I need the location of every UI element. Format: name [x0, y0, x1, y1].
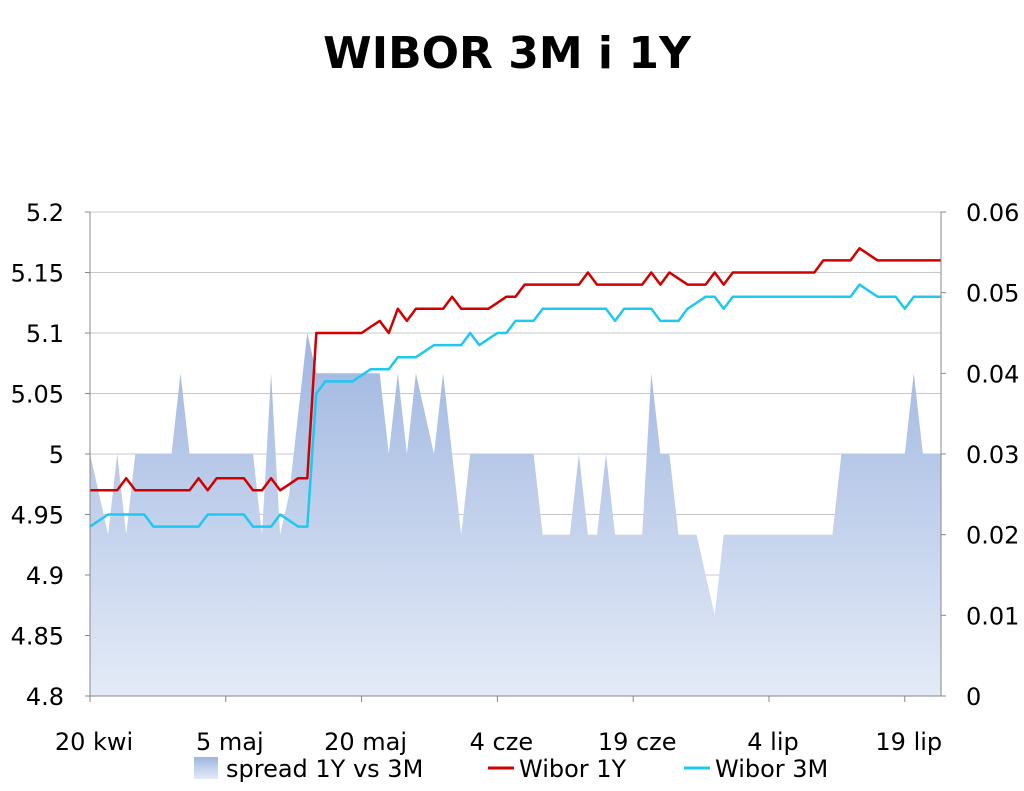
x-tick-label: 19 lip — [875, 728, 942, 756]
x-tick-label: 20 maj — [324, 728, 407, 756]
x-tick-label: 5 maj — [196, 728, 264, 756]
legend-spread-swatch — [194, 757, 218, 779]
line-layer — [89, 247, 941, 528]
x-tick-label: 4 lip — [747, 728, 798, 756]
legend: spread 1Y vs 3M Wibor 1Y Wibor 3M — [194, 755, 828, 783]
chart-title: WIBOR 3M i 1Y — [323, 28, 691, 79]
y-right-tick-label: 0.04 — [966, 360, 1019, 388]
legend-wibor-1y-label: Wibor 1Y — [519, 755, 627, 783]
y-right-tick-label: 0.02 — [966, 522, 1019, 550]
y-left-tick-label: 5.1 — [26, 320, 64, 348]
y-left-tick-label: 5.2 — [26, 199, 64, 227]
y-right-tick-label: 0 — [966, 683, 981, 711]
x-tick-label: 4 cze — [470, 728, 533, 756]
y-right-tick-label: 0.01 — [966, 602, 1019, 630]
y-right-tick-label: 0.06 — [966, 199, 1019, 227]
legend-spread-label: spread 1Y vs 3M — [226, 755, 423, 783]
y-left-tick-label: 4.85 — [11, 623, 64, 651]
spread-area — [90, 333, 941, 696]
y-left-tick-label: 5.15 — [11, 260, 64, 288]
wibor-3m-line — [89, 283, 941, 528]
x-tick-label: 20 kwi — [55, 728, 133, 756]
y-left-tick-label: 4.9 — [26, 562, 64, 590]
spread-area-layer — [90, 333, 941, 696]
y-left-tick-label: 4.95 — [11, 502, 64, 530]
y-right-tick-label: 0.05 — [966, 280, 1019, 308]
x-tick-label: 19 cze — [598, 728, 677, 756]
legend-wibor-3m-label: Wibor 3M — [715, 755, 828, 783]
y-left-tick-label: 5.05 — [11, 381, 64, 409]
wibor-1y-line — [90, 247, 941, 492]
y-left-tick-label: 5 — [49, 441, 64, 469]
axis-layer: 4.8 4.85 4.9 4.95 5 5.05 5.1 5.15 5.2 0 0.01 0.02 0.… — [11, 199, 1020, 756]
y-right-tick-label: 0.03 — [966, 441, 1019, 469]
y-left-tick-label: 4.8 — [26, 683, 64, 711]
